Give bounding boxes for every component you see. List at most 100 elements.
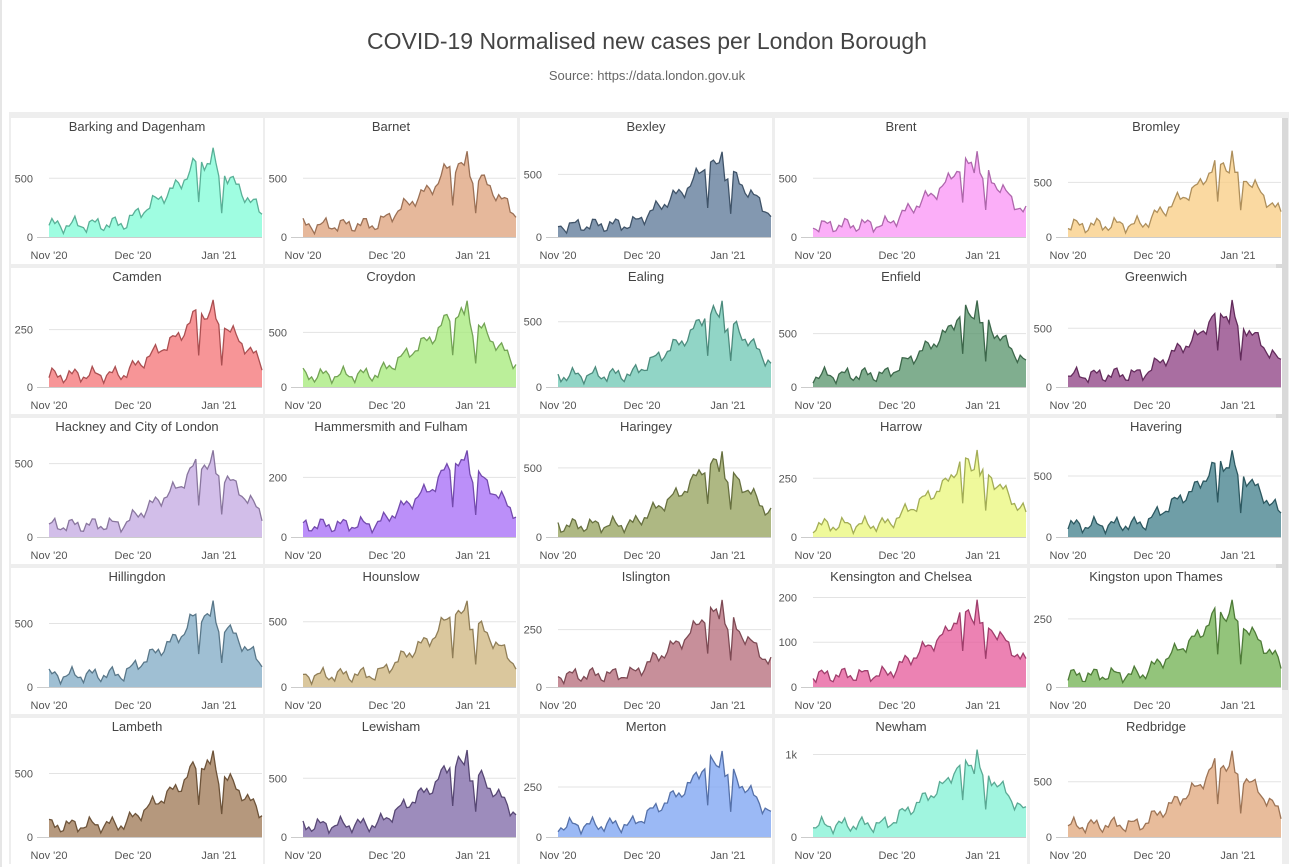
- borough-chart: Barnet 0 500 Nov '20 Dec '20 Jan '21: [265, 118, 517, 264]
- y-tick-label: 0: [1046, 832, 1052, 844]
- x-tick-label: Jan '21: [455, 850, 490, 862]
- x-tick-label: Dec '20: [369, 550, 406, 562]
- series-area: [303, 300, 516, 387]
- series-line: [1067, 450, 1282, 536]
- x-tick-label: Nov '20: [1050, 850, 1087, 862]
- x-tick-label: Nov '20: [1050, 700, 1087, 712]
- x-tick-label: Jan '21: [201, 850, 236, 862]
- series-line: [812, 599, 1027, 684]
- borough-chart: Bexley 0 500 Nov '20 Dec '20 Jan '21: [520, 118, 772, 264]
- y-tick-label: 0: [791, 232, 797, 244]
- y-tick-label: 500: [15, 173, 33, 185]
- borough-title: Greenwich: [1125, 269, 1187, 284]
- series-area: [1068, 300, 1281, 387]
- chart-background: [1030, 568, 1282, 714]
- x-tick-label: Nov '20: [540, 550, 577, 562]
- y-tick-label: 0: [281, 232, 287, 244]
- chart-background: [1030, 118, 1282, 264]
- borough-chart: Camden 0 250 Nov '20 Dec '20 Jan '21: [11, 268, 263, 414]
- y-tick-label: 0: [27, 682, 33, 694]
- x-tick-label: Dec '20: [115, 700, 152, 712]
- series-line: [557, 599, 772, 686]
- x-tick-label: Nov '20: [795, 850, 832, 862]
- borough-chart: Kensington and Chelsea 0 100 200 Nov '20 Dec …: [775, 568, 1027, 714]
- y-tick-label: 0: [1046, 382, 1052, 394]
- x-tick-label: Nov '20: [31, 400, 68, 412]
- x-tick-label: Nov '20: [285, 400, 322, 412]
- x-tick-label: Dec '20: [624, 550, 661, 562]
- series-area: [1068, 450, 1281, 537]
- x-tick-label: Nov '20: [285, 550, 322, 562]
- x-tick-label: Nov '20: [31, 250, 68, 262]
- x-tick-label: Dec '20: [369, 850, 406, 862]
- y-tick-label: 0: [536, 382, 542, 394]
- y-tick-label: 500: [1034, 777, 1052, 789]
- y-tick-label: 500: [269, 327, 287, 339]
- borough-title: Bexley: [626, 119, 666, 134]
- series-area: [813, 300, 1026, 387]
- page-title: COVID-19 Normalised new cases per London…: [367, 28, 927, 54]
- chart-background: [775, 568, 1027, 714]
- x-tick-label: Nov '20: [285, 850, 322, 862]
- chart-background: [520, 268, 772, 414]
- x-tick-label: Jan '21: [455, 700, 490, 712]
- chart-background: [775, 268, 1027, 414]
- window-edge: [0, 0, 2, 867]
- x-tick-label: Dec '20: [115, 250, 152, 262]
- borough-title: Barking and Dagenham: [69, 119, 206, 134]
- borough-title: Kingston upon Thames: [1089, 569, 1223, 584]
- y-tick-label: 0: [536, 232, 542, 244]
- series-area: [558, 300, 771, 387]
- borough-chart: Harrow 0 250 Nov '20 Dec '20 Jan '21: [775, 418, 1027, 564]
- x-tick-label: Nov '20: [540, 850, 577, 862]
- borough-title: Hounslow: [362, 569, 420, 584]
- series-line: [48, 600, 263, 686]
- series-area: [1068, 599, 1281, 687]
- x-tick-label: Jan '21: [710, 400, 745, 412]
- x-tick-label: Jan '21: [455, 250, 490, 262]
- chart-background: [265, 118, 517, 264]
- x-tick-label: Dec '20: [369, 400, 406, 412]
- borough-chart: Greenwich 0 500 Nov '20 Dec '20 Jan '21: [1030, 268, 1282, 414]
- x-tick-label: Dec '20: [879, 550, 916, 562]
- x-tick-label: Nov '20: [1050, 400, 1087, 412]
- x-tick-label: Nov '20: [285, 700, 322, 712]
- borough-title: Islington: [622, 569, 670, 584]
- borough-title: Ealing: [628, 269, 664, 284]
- x-tick-label: Jan '21: [1220, 700, 1255, 712]
- series-line: [48, 147, 263, 236]
- x-tick-label: Nov '20: [285, 250, 322, 262]
- chart-background: [1030, 418, 1282, 564]
- y-tick-label: 0: [281, 682, 287, 694]
- series-line: [557, 750, 772, 836]
- borough-chart: Ealing 0 500 Nov '20 Dec '20 Jan '21: [520, 268, 772, 414]
- y-tick-label: 500: [15, 768, 33, 780]
- x-tick-label: Nov '20: [1050, 250, 1087, 262]
- borough-chart: Bromley 0 500 Nov '20 Dec '20 Jan '21: [1030, 118, 1282, 264]
- borough-title: Havering: [1130, 419, 1182, 434]
- borough-chart: Merton 0 250 Nov '20 Dec '20 Jan '21: [520, 718, 772, 864]
- y-tick-label: 500: [1034, 323, 1052, 335]
- y-tick-label: 500: [524, 169, 542, 181]
- y-tick-label: 0: [27, 832, 33, 844]
- y-tick-label: 0: [791, 682, 797, 694]
- borough-title: Camden: [112, 269, 161, 284]
- series-line: [48, 450, 263, 534]
- borough-title: Kensington and Chelsea: [830, 569, 972, 584]
- x-tick-label: Dec '20: [624, 400, 661, 412]
- borough-chart: Hammersmith and Fulham 0 200 Nov '20 Dec '20…: [265, 418, 517, 564]
- x-tick-label: Dec '20: [115, 400, 152, 412]
- borough-title: Barnet: [372, 119, 411, 134]
- series-line: [302, 749, 517, 835]
- x-tick-label: Dec '20: [624, 250, 661, 262]
- chart-background: [520, 568, 772, 714]
- borough-chart: Hackney and City of London 0 500 Nov '20 Dec…: [11, 418, 263, 564]
- x-tick-label: Jan '21: [965, 550, 1000, 562]
- series-line: [1067, 750, 1282, 835]
- borough-chart: Havering 0 500 Nov '20 Dec '20 Jan '21: [1030, 418, 1282, 564]
- x-tick-label: Jan '21: [201, 700, 236, 712]
- y-tick-label: 0: [536, 832, 542, 844]
- x-tick-label: Dec '20: [1134, 550, 1171, 562]
- x-tick-label: Jan '21: [965, 850, 1000, 862]
- series-line: [48, 750, 263, 835]
